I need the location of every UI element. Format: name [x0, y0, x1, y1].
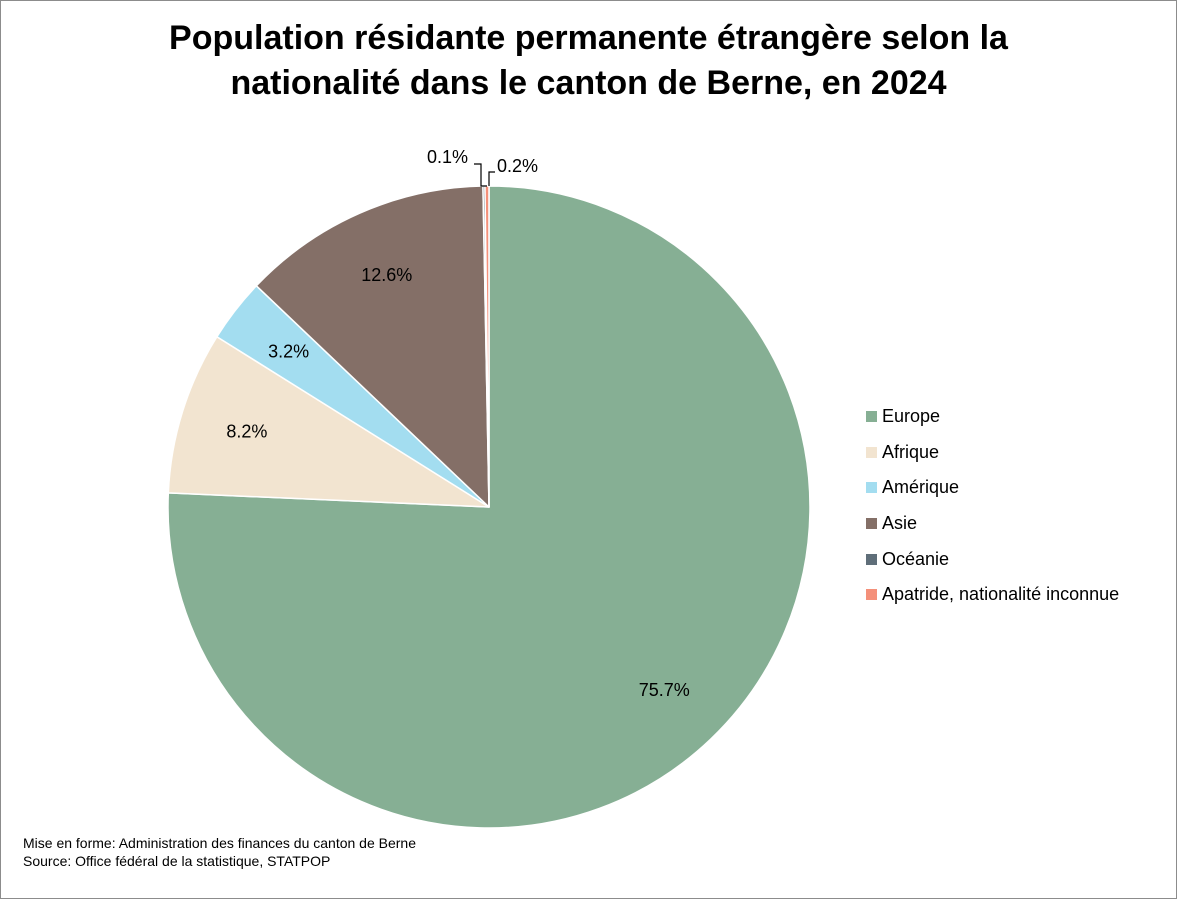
legend-swatch-oceanie — [866, 553, 877, 565]
legend-label-asie: Asie — [882, 513, 918, 534]
legend-label-oceanie: Océanie — [882, 548, 950, 569]
data-label-afrique: 8.2% — [226, 422, 267, 442]
leader-line-apatride — [488, 171, 495, 186]
chart-title: Population résidante permanente étrangèr… — [0, 16, 1177, 106]
chart-title-line-2: nationalité dans le canton de Berne, en … — [230, 64, 947, 102]
data-label-oceanie: 0.1% — [427, 147, 468, 167]
footer-source: Source: Office fédéral de la statistique… — [23, 852, 331, 869]
data-label-amerique: 3.2% — [268, 342, 309, 362]
legend-swatch-asie — [866, 518, 877, 530]
data-label-apatride: 0.2% — [497, 156, 538, 176]
legend-swatch-apatride — [866, 589, 877, 601]
chart-legend: Europe Afrique Amérique Asie Océanie Apa… — [866, 399, 1119, 613]
leader-line-oceanie — [474, 163, 487, 187]
pie-slice-asie — [255, 185, 490, 508]
legend-label-afrique: Afrique — [882, 441, 940, 462]
data-label-europe: 75.7% — [639, 680, 690, 700]
legend-swatch-afrique — [866, 446, 877, 458]
pie-slice-afrique — [167, 335, 490, 508]
chart-footer: Mise en forme: Administration des financ… — [23, 835, 416, 870]
legend-label-amerique: Amérique — [882, 477, 960, 498]
legend-item-apatride: Apatride, nationalité inconnue — [866, 577, 1119, 613]
legend-swatch-amerique — [866, 482, 877, 494]
chart-title-line-1: Population résidante permanente étrangèr… — [169, 19, 1008, 57]
legend-item-asie: Asie — [866, 506, 1119, 542]
legend-item-oceanie: Océanie — [866, 541, 1119, 577]
legend-swatch-europe — [866, 411, 877, 423]
footer-layout-credit: Mise en forme: Administration des financ… — [23, 835, 416, 851]
legend-item-europe: Europe — [866, 399, 1119, 435]
legend-item-amerique: Amérique — [866, 470, 1119, 506]
legend-item-afrique: Afrique — [866, 435, 1119, 471]
legend-label-europe: Europe — [882, 406, 941, 427]
legend-label-apatride: Apatride, nationalité inconnue — [882, 584, 1120, 605]
data-label-asie: 12.6% — [361, 265, 412, 285]
